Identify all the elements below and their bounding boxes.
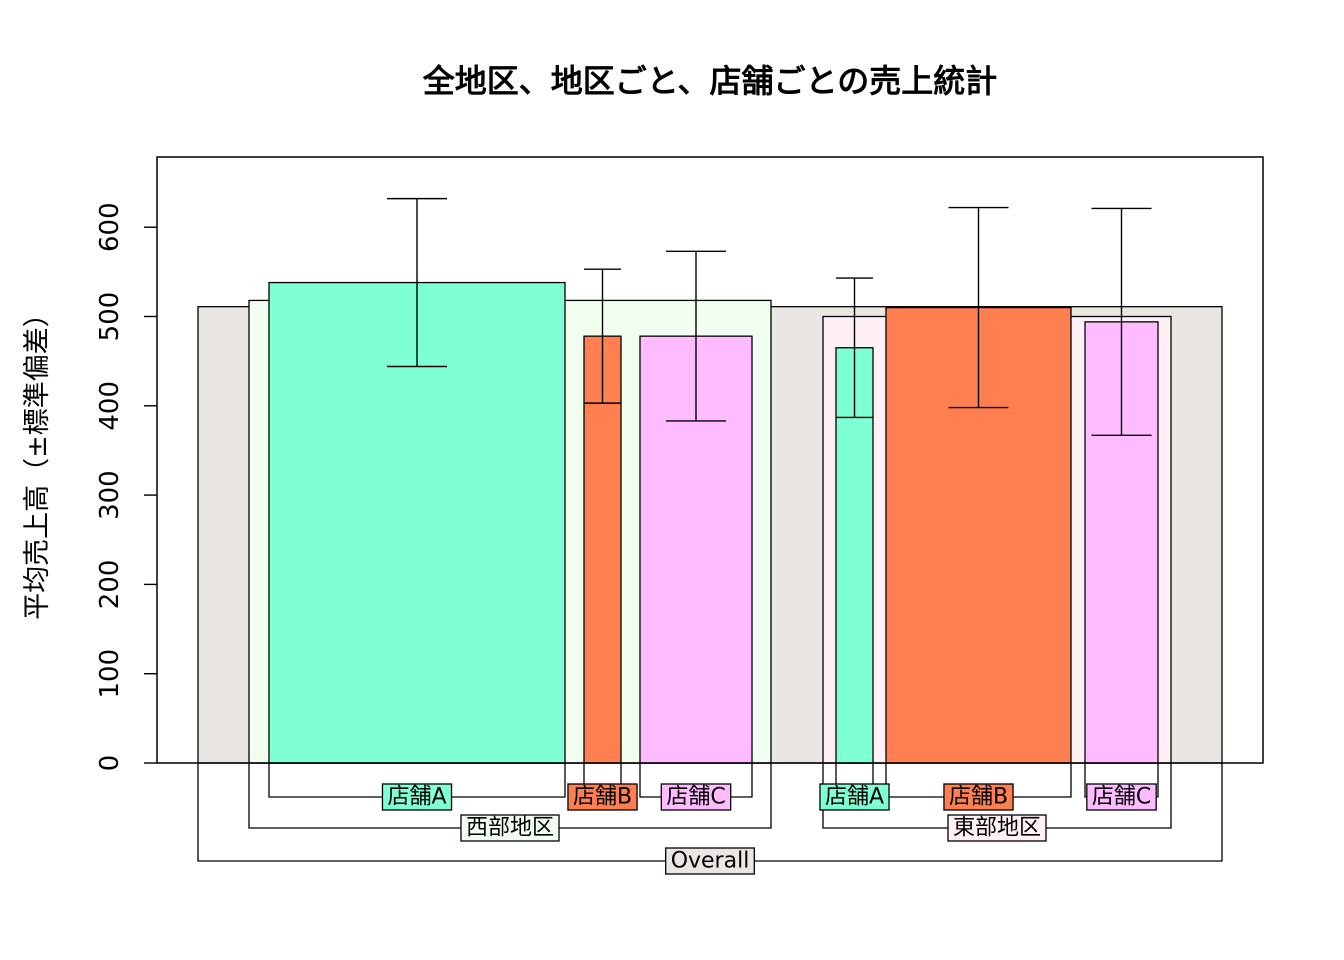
error-bar-1-1 <box>387 197 447 368</box>
y-tick-label: 300 <box>95 470 125 520</box>
svg-text:Overall: Overall <box>671 849 750 874</box>
error-bar-2-2 <box>948 206 1009 409</box>
y-tick-label: 500 <box>95 292 125 342</box>
y-axis-label: 平均売上高（±標準偏差） <box>22 300 53 620</box>
y-tick-label: 400 <box>95 381 125 431</box>
store-label-2-3: 店舗C <box>1086 783 1157 811</box>
overall-bracket <box>197 763 1223 862</box>
y-tick-label: 0 <box>95 755 125 772</box>
store-label-1-2: 店舗B <box>567 783 638 811</box>
svg-text:店舗C: 店舗C <box>666 785 725 810</box>
svg-text:店舗A: 店舗A <box>825 785 884 810</box>
y-tick-label: 600 <box>95 202 125 252</box>
region-label-1: 西部地区 <box>460 814 560 842</box>
svg-text:店舗B: 店舗B <box>949 785 1008 810</box>
y-tick-label: 100 <box>95 649 125 699</box>
plot-frame <box>156 156 1264 764</box>
error-bar-2-3 <box>1091 207 1152 436</box>
svg-text:店舗B: 店舗B <box>573 785 632 810</box>
y-tick-label: 200 <box>95 560 125 610</box>
store-label-2-2: 店舗B <box>943 783 1014 811</box>
store-label-1-3: 店舗C <box>660 783 732 811</box>
svg-text:店舗A: 店舗A <box>387 785 446 810</box>
store-label-1-1: 店舗A <box>381 783 453 811</box>
store-label-2-1: 店舗A <box>819 783 890 811</box>
region-label-2: 東部地区 <box>947 814 1047 842</box>
svg-text:西部地区: 西部地区 <box>466 816 554 841</box>
error-bar-1-3 <box>666 250 726 422</box>
svg-text:店舗C: 店舗C <box>1092 785 1151 810</box>
svg-text:東部地区: 東部地区 <box>953 816 1041 841</box>
chart-title: 全地区、地区ごと、店舗ごとの売上統計 <box>422 62 997 100</box>
error-bar-2-1 <box>836 277 873 419</box>
error-bar-1-2 <box>584 268 621 404</box>
overall-label: Overall <box>665 847 755 875</box>
